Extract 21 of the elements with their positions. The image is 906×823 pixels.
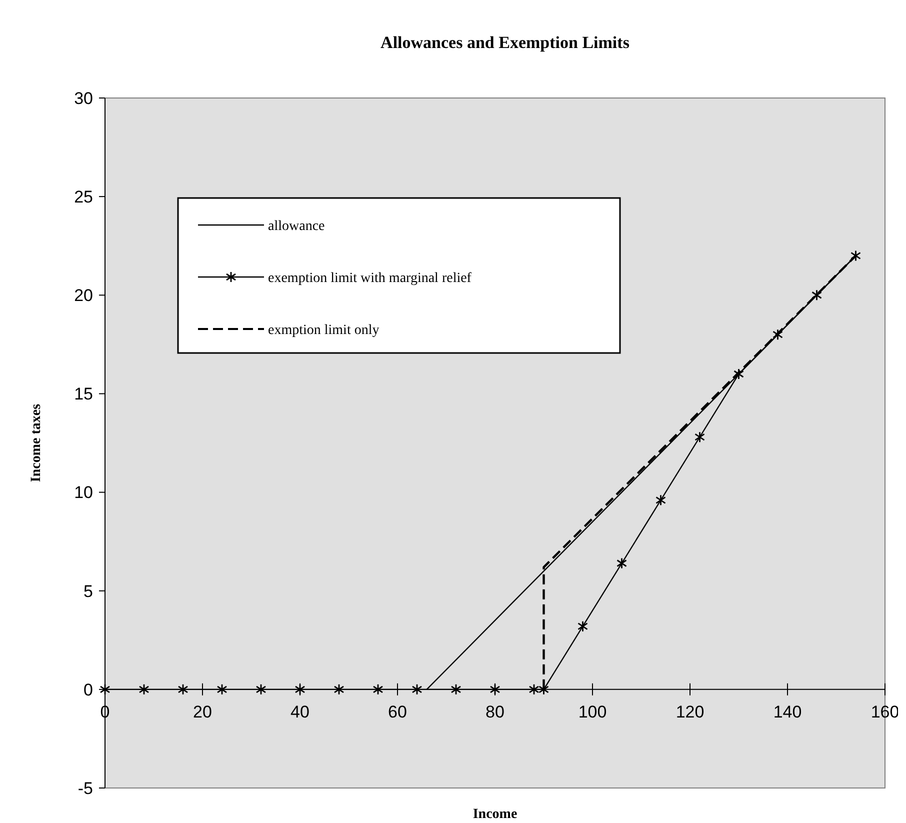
y-tick-label: 0 [84,680,93,700]
y-tick-label: 20 [74,286,93,306]
legend-label: exemption limit with marginal relief [268,270,472,286]
x-tick-label: 80 [486,702,504,722]
x-axis-title: Income [472,807,518,822]
y-tick-label: 30 [74,88,93,108]
x-tick-label: 20 [193,702,212,722]
x-tick-label: 100 [578,702,607,722]
x-tick-label: 140 [773,702,802,722]
legend-label: allowance [268,218,325,234]
y-tick-label: 10 [74,483,93,502]
y-tick-label: 25 [74,188,93,207]
x-tick-label: 120 [676,702,704,722]
y-tick-label: 5 [84,582,93,601]
y-tick-label: -5 [78,778,93,798]
legend-label: exmption limit only [268,322,380,338]
y-tick-label: 15 [74,384,93,404]
x-tick-label: 60 [388,702,407,722]
y-axis-title: Income taxes [29,403,44,482]
x-tick-label: 40 [290,702,310,722]
chart-title: Allowances and Exemption Limits [380,33,630,52]
